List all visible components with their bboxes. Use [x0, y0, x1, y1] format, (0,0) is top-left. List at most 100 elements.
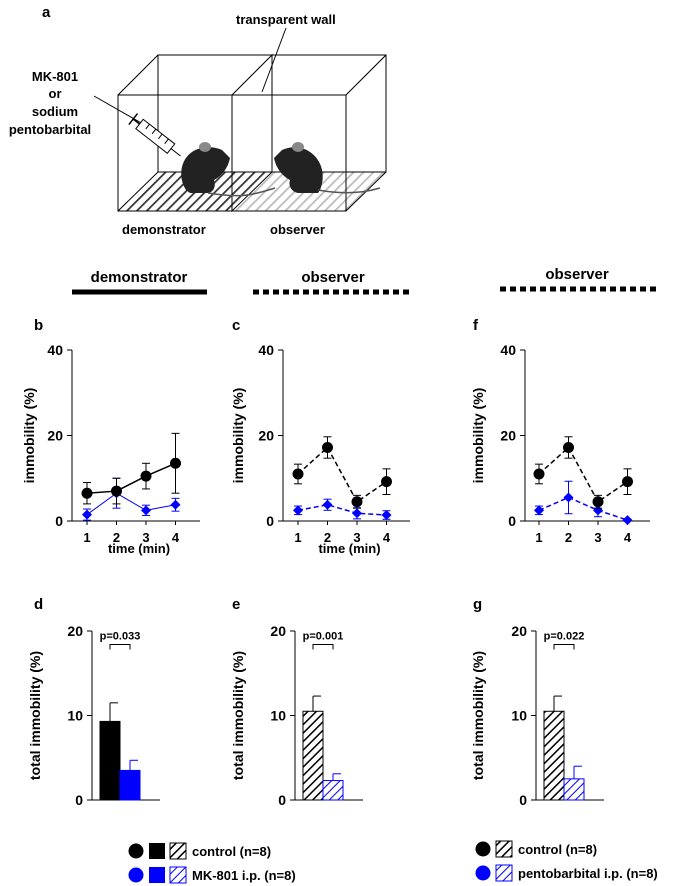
y-tick-label: 20	[270, 623, 286, 639]
data-point	[81, 487, 93, 499]
panel-a-schematic: a transparent wall MK-801 or sodium pent…	[9, 4, 387, 237]
chart-d: d 0 10 20 total immobility (%) p=0.033	[27, 596, 160, 808]
y-tick-label: 0	[519, 792, 527, 808]
syringe-icon	[128, 113, 181, 157]
data-point	[170, 499, 181, 510]
y-tick-label: 20	[258, 428, 274, 444]
panel-letter: g	[473, 596, 482, 613]
wall-pointer	[261, 27, 287, 93]
y-tick-label: 40	[258, 342, 274, 358]
x-tick-label: 3	[594, 530, 601, 545]
y-tick-label: 10	[270, 708, 286, 724]
bar-treated	[322, 780, 344, 801]
x-tick-label: 3	[353, 530, 360, 545]
legend-marker-hatched	[169, 866, 187, 884]
bar-treated	[119, 769, 141, 801]
y-axis-label: total immobility (%)	[230, 651, 246, 780]
x-tick-label: 1	[83, 530, 90, 545]
data-point	[141, 505, 151, 516]
legend-marker-circle	[128, 867, 144, 883]
y-axis-label: immobility (%)	[21, 388, 37, 484]
y-tick-label: 20	[500, 428, 516, 444]
legend-marker-circle	[128, 843, 144, 859]
panel-letter-a: a	[42, 4, 51, 21]
x-tick-label: 2	[113, 530, 120, 545]
x-tick-label: 2	[565, 530, 572, 545]
data-point	[111, 485, 122, 497]
legend-marker-hatched	[495, 864, 513, 882]
data-point	[533, 468, 545, 480]
data-point	[351, 496, 363, 508]
data-point	[381, 476, 392, 488]
drug-label-line: pentobarbital	[9, 122, 91, 137]
data-point	[352, 508, 362, 519]
y-tick-label: 20	[47, 428, 63, 444]
data-point	[322, 441, 333, 453]
drug-label-line: or	[49, 86, 62, 101]
x-tick-label: 1	[535, 530, 542, 545]
y-tick-label: 10	[511, 708, 527, 724]
y-tick-label: 0	[508, 513, 516, 529]
series-line-treated	[297, 503, 387, 516]
bar-control	[99, 720, 121, 801]
header-observer: observer	[301, 269, 365, 286]
p-value-label: p=0.001	[303, 631, 344, 643]
data-point	[592, 496, 604, 508]
y-tick-label: 40	[47, 342, 63, 358]
y-tick-label: 20	[511, 623, 527, 639]
y-tick-label: 10	[67, 708, 83, 724]
column-headers: demonstrator observer observer	[72, 266, 656, 295]
data-point	[322, 499, 333, 510]
bar-treated	[563, 778, 585, 801]
legend-label: pentobarbital i.p. (n=8)	[518, 866, 658, 881]
legend-marker-bar	[149, 867, 165, 883]
series-line-treated	[86, 492, 176, 515]
panel-letter: d	[34, 596, 43, 613]
panel-letter: c	[232, 317, 240, 334]
drug-label: MK-801 or sodium pentobarbital	[9, 69, 91, 137]
drug-label-line: MK-801	[32, 69, 78, 84]
header-observer-2: observer	[545, 266, 609, 283]
panel-letter: f	[473, 317, 479, 334]
legend-marker-hatched	[169, 842, 187, 860]
y-tick-label: 40	[500, 342, 516, 358]
chart-g: g 0 10 20 total immobility (%) p=0.022	[470, 596, 604, 808]
series-line-control	[538, 446, 628, 503]
data-point	[622, 515, 633, 526]
x-tick-label: 1	[294, 530, 301, 545]
chart-e: e 0 10 20 total immobility (%) p=0.001	[230, 596, 363, 808]
y-axis-label: immobility (%)	[230, 388, 246, 484]
data-point	[292, 468, 304, 480]
header-demonstrator: demonstrator	[91, 269, 188, 286]
panel-letter: e	[232, 596, 240, 613]
data-point	[563, 492, 574, 503]
bar-control	[302, 710, 324, 801]
y-tick-label: 20	[67, 623, 83, 639]
series-line-control	[297, 446, 387, 503]
significance-bracket	[312, 644, 334, 650]
data-point	[381, 510, 392, 521]
p-value-label: p=0.033	[100, 631, 141, 643]
series-line-treated	[538, 496, 628, 521]
data-point	[140, 470, 152, 482]
x-tick-label: 4	[383, 530, 391, 545]
legend-marker-circle	[475, 865, 491, 881]
y-tick-label: 0	[266, 513, 274, 529]
legend-right: control (n=8) pentobarbital i.p. (n=8)	[475, 840, 658, 882]
legend-label: MK-801 i.p. (n=8)	[192, 868, 296, 883]
legend-left: control (n=8) MK-801 i.p. (n=8)	[128, 842, 296, 884]
y-tick-label: 0	[75, 792, 83, 808]
y-axis-label: total immobility (%)	[470, 651, 486, 780]
legend-marker-bar	[149, 843, 165, 859]
demonstrator-label: demonstrator	[122, 222, 206, 237]
x-tick-label: 3	[142, 530, 149, 545]
significance-bracket	[553, 644, 575, 650]
data-point	[534, 505, 544, 516]
bar-control	[543, 710, 565, 801]
observer-label: observer	[270, 222, 325, 237]
p-value-label: p=0.022	[544, 631, 585, 643]
data-point	[563, 441, 574, 453]
observer-mouse-icon	[274, 142, 381, 194]
